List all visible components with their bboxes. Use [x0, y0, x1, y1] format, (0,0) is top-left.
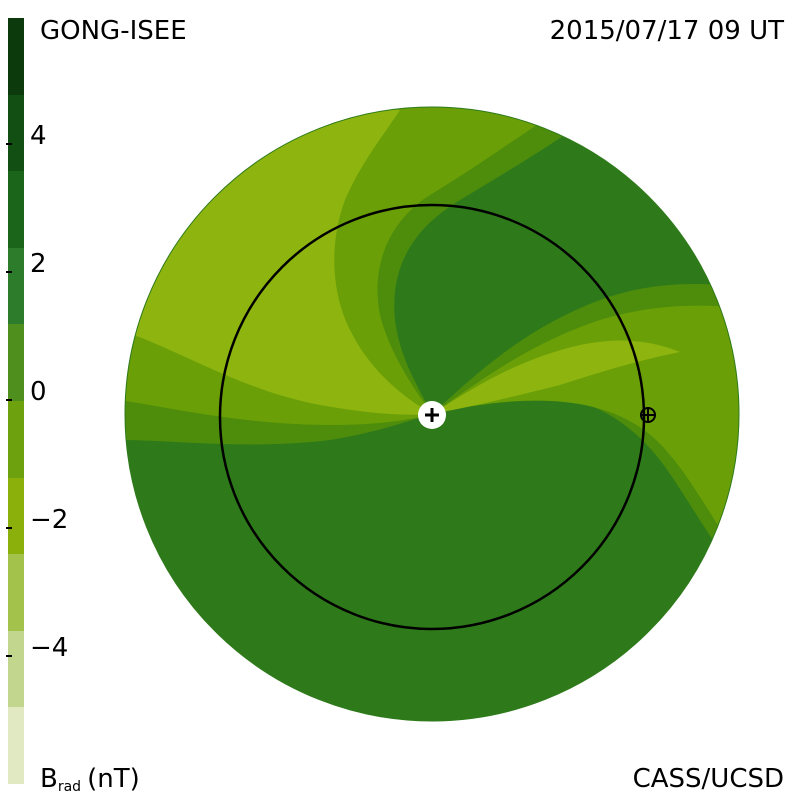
- units-sub: rad: [57, 779, 82, 795]
- earth-orbit: [218, 203, 646, 631]
- colorbar-segment: [8, 18, 24, 95]
- units-main: B: [40, 764, 58, 794]
- tick-mark-2: [6, 271, 12, 273]
- colorbar-segment: [8, 94, 24, 172]
- tick-label-0: 0: [30, 377, 47, 407]
- sun-plus-icon: [418, 401, 446, 429]
- tick-label-4: 4: [30, 121, 47, 151]
- source-label: GONG-ISEE: [40, 16, 187, 46]
- colorbar-segment: [8, 477, 24, 555]
- tick-label-neg2: −2: [30, 505, 69, 535]
- colorbar-segment: [8, 171, 24, 249]
- right-light-band: [432, 340, 680, 414]
- credit-label: CASS/UCSD: [632, 764, 784, 794]
- tick-mark-neg4: [6, 655, 12, 657]
- units-label: Brad (nT): [40, 766, 140, 794]
- colorbar-segment: [8, 401, 24, 478]
- earth-circle-cross-icon: [640, 407, 656, 423]
- colorbar-segment: [8, 707, 24, 785]
- colorbar: [8, 18, 24, 785]
- tick-mark-neg2: [6, 527, 12, 529]
- datetime-label: 2015/07/17 09 UT: [549, 16, 784, 46]
- tick-label-neg4: −4: [30, 633, 69, 663]
- colorbar-segment: [8, 324, 24, 402]
- disk-outline: [124, 106, 740, 722]
- tick-mark-0: [6, 399, 12, 401]
- colorbar-segment: [8, 630, 24, 708]
- colorbar-segment: [8, 554, 24, 632]
- central-dark-wedge: [427, 180, 680, 414]
- colorbar-segment: [8, 247, 24, 325]
- tick-mark-4: [6, 143, 12, 145]
- tick-label-2: 2: [30, 249, 47, 279]
- units-suffix: (nT): [87, 764, 140, 794]
